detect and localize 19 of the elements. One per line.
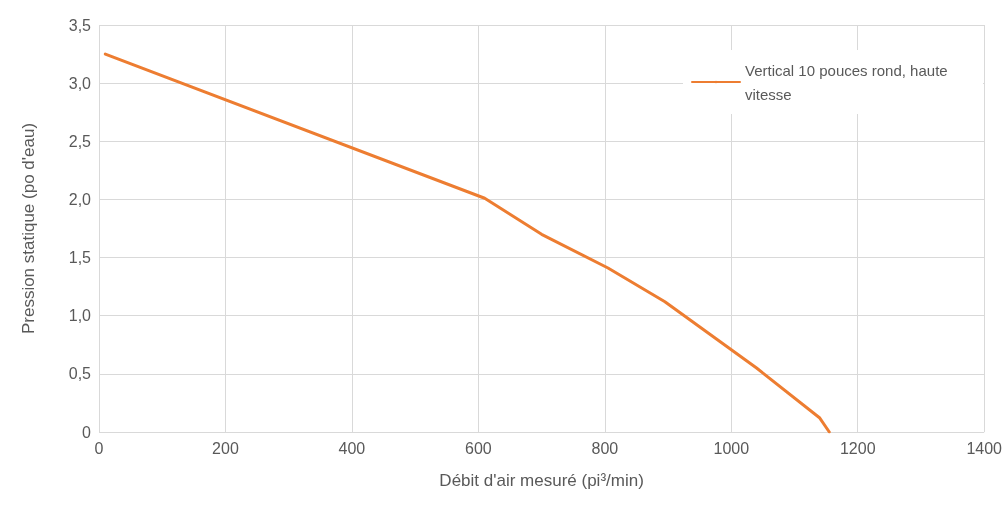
x-tick-label: 1400 (966, 439, 1003, 457)
y-tick-label: 2,0 (68, 190, 92, 208)
x-tick-label: 1200 (839, 439, 876, 457)
y-tick-label: 2,5 (68, 132, 92, 150)
y-tick-label: 1,0 (68, 307, 92, 325)
y-tick-label: 1,5 (68, 249, 92, 267)
y-tick-label: 0,5 (68, 365, 92, 383)
x-tick-label: 200 (212, 439, 239, 457)
y-tick-label: 0 (82, 423, 92, 441)
legend-label: Vertical 10 pouces rond, haute vitesse (745, 61, 952, 103)
x-tick-label: 400 (338, 439, 366, 457)
x-tick-label: 0 (94, 439, 104, 457)
y-tick-label: 3,5 (68, 16, 92, 34)
x-tick-label: 1000 (713, 439, 750, 457)
y-axis-title: Pression statique (po d'eau) (19, 122, 38, 335)
y-tick-label: 3,0 (68, 74, 92, 92)
x-tick-label: 600 (465, 439, 492, 457)
x-axis-title: Débit d'air mesuré (pi³/min) (439, 471, 644, 490)
x-tick-label: 800 (591, 439, 619, 457)
